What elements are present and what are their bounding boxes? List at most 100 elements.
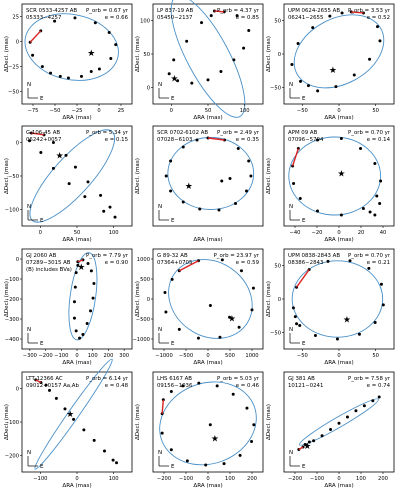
data-point [298,323,302,327]
data-point [89,269,93,273]
data-point [83,195,87,199]
data-point [86,262,90,266]
motion-arrow [161,399,165,414]
motion-arrow [296,269,310,288]
data-point [181,384,185,388]
panel-eccentricity: e = 0.59 [236,260,260,266]
x-tick-label: 0 [337,476,340,482]
x-tick-label: −200 [288,476,302,482]
y-axis-label: ΔDecl. (mas) [266,158,272,194]
panel-eccentricity: e = 0.48 [105,383,129,389]
y-tick-label: −200 [5,297,19,303]
data-point [40,65,44,69]
data-point [306,84,310,88]
data-point [215,384,219,388]
data-point [237,325,241,329]
x-tick-label: 0 [75,353,78,359]
data-point [81,332,85,336]
motion-arrow [77,259,84,263]
orbit-ellipse [291,260,384,338]
data-point [245,406,249,410]
primary-star: ★ [228,315,236,325]
data-point [239,269,243,273]
x-tick-label: 25 [118,108,125,114]
data-point [222,462,226,466]
data-point [66,76,70,80]
data-point [169,189,173,193]
data-point [31,53,35,57]
x-tick-label: 0 [206,353,209,359]
data-point [290,63,294,67]
panel-eccentricity: e = 0.66 [105,15,129,21]
panel-name-line: 09012+0157 Aa,Ab [26,383,79,389]
data-point [249,174,253,178]
primary-star: ★ [343,316,351,326]
panel-period: P_orb = 5.03 yr [217,376,260,382]
data-point [335,337,339,341]
compass-e-label: E [40,341,44,347]
x-axis-label: ΔRA (mas) [62,360,91,366]
compass-n-label: N [158,450,162,456]
x-axis-label: ΔRA (mas) [62,483,91,489]
compass-n-label: N [289,82,293,88]
data-point [28,139,32,143]
data-point [44,383,48,387]
data-point [54,396,58,400]
data-point [312,439,316,443]
data-point [377,395,381,399]
data-point [368,57,372,61]
data-point [373,213,377,217]
panel-name-line: SCR 0702-6102 AB [157,130,208,136]
x-tick-label: 0 [97,108,100,114]
data-point [97,67,101,71]
primary-star: ★ [66,410,74,420]
data-point [92,282,96,286]
panel-period: P_orb = 4.37 yr [217,8,260,14]
data-point [167,72,171,76]
x-axis-label: ΔRA (mas) [324,115,353,121]
data-point [169,389,173,393]
x-axis-label: ΔRA (mas) [193,115,222,121]
compass-n-label: N [289,204,293,210]
data-point [334,85,338,89]
primary-star: ★ [337,170,345,180]
compass-n-label: N [289,327,293,333]
x-axis-label: ΔRA (mas) [193,360,222,366]
panel-name-line: 06242+0057 [26,137,61,143]
panel-period: P_orb = 2.49 yr [217,130,260,136]
panel-name-line: GJ 2060 AB [26,253,57,259]
compass-n-label: N [27,327,31,333]
y-tick-label: −50 [8,90,19,96]
data-point [91,296,95,300]
data-point [352,73,356,77]
primary-star: ★ [77,263,85,273]
data-point [176,79,180,83]
panel-name-line: 07028−6103 [157,137,192,143]
data-point [49,71,53,75]
y-tick-label: −200 [5,453,19,459]
x-axis-label: ΔRA (mas) [193,237,222,243]
y-tick-label: −400 [5,337,19,343]
data-point [89,309,93,313]
data-point [359,147,363,150]
y-tick-label: 50 [274,19,281,25]
x-tick-label: 100 [109,230,119,236]
compass-e-label: E [40,218,44,224]
compass-e-label: E [302,218,306,224]
data-point [108,205,112,209]
x-axis-label: ΔRA (mas) [62,237,91,243]
data-point [315,138,319,142]
data-point [295,322,299,326]
data-point [242,46,246,50]
compass-e-label: E [302,464,306,470]
x-tick-label: 300 [119,353,129,359]
data-point [234,202,237,205]
data-point [79,74,83,78]
motion-arrow [351,11,364,14]
data-point [85,322,89,326]
panel-name-line: 05333−4257 [26,15,61,21]
compass-e-label: E [302,96,306,102]
compass-e-label: E [302,341,306,347]
